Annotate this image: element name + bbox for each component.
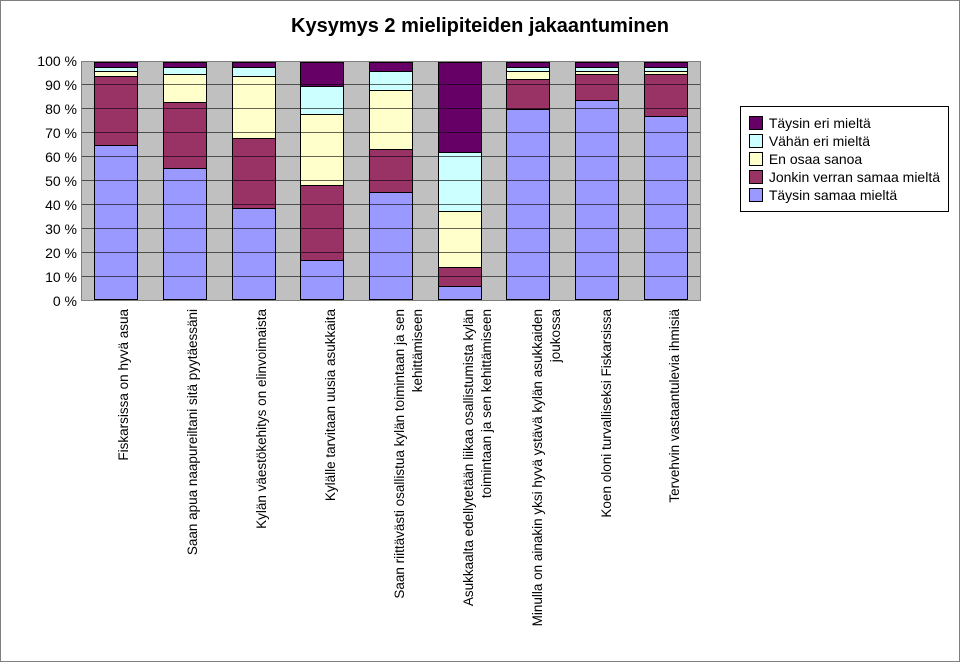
y-tick-label: 0 % [19, 293, 77, 309]
bar-segment [439, 268, 481, 287]
bar-segment [233, 139, 275, 210]
legend-swatch [749, 188, 763, 202]
y-tick-label: 70 % [19, 125, 77, 141]
bar-segment [507, 110, 549, 299]
bar-segment [370, 72, 412, 91]
grid-line [82, 108, 700, 109]
legend-label: Jonkin verran samaa mieltä [769, 169, 940, 185]
grid-line [82, 228, 700, 229]
bar-segment [370, 91, 412, 150]
legend-item: Vähän eri mieltä [749, 133, 940, 149]
legend-label: Täysin samaa mieltä [769, 187, 897, 203]
x-tick-label: Asukkaalta edellytetään liikaa osallistu… [438, 307, 482, 657]
grid-line [82, 84, 700, 85]
bar [300, 62, 344, 300]
bars-group [82, 62, 700, 300]
bar-segment [439, 287, 481, 299]
legend-label: Vähän eri mieltä [769, 133, 870, 149]
legend-swatch [749, 152, 763, 166]
legend-swatch [749, 116, 763, 130]
grid-line [82, 156, 700, 157]
x-tick-label: Saan apua naapureiltani sitä pyytäessäni [162, 307, 206, 657]
y-tick-label: 60 % [19, 149, 77, 165]
chart-container: Kysymys 2 mielipiteiden jakaantuminen 0 … [0, 0, 960, 662]
bar-segment [233, 68, 275, 77]
bar [575, 62, 619, 300]
bar-segment [164, 75, 206, 103]
y-tick-label: 90 % [19, 77, 77, 93]
x-tick-label: Saan riittävästi osallistua kylän toimin… [369, 307, 413, 657]
plot-area [81, 61, 701, 301]
bar-segment [645, 117, 687, 299]
legend-swatch [749, 170, 763, 184]
y-tick-label: 40 % [19, 197, 77, 213]
bar [163, 62, 207, 300]
bar [644, 62, 688, 300]
bar-segment [576, 75, 618, 101]
bar [369, 62, 413, 300]
bar [232, 62, 276, 300]
bar [438, 62, 482, 300]
x-tick-label: Kylän väestökehitys on elinvoimaista [231, 307, 275, 657]
bar-segment [370, 63, 412, 72]
bar-segment [301, 115, 343, 186]
legend-item: Täysin samaa mieltä [749, 187, 940, 203]
legend-item: Jonkin verran samaa mieltä [749, 169, 940, 185]
y-tick-label: 50 % [19, 173, 77, 189]
bar-segment [95, 77, 137, 145]
x-axis-labels: Fiskarsissa on hyvä asua Saan apua naapur… [81, 307, 701, 657]
bar-segment [645, 75, 687, 117]
bar [506, 62, 550, 300]
bar-segment [301, 87, 343, 115]
y-tick-label: 10 % [19, 269, 77, 285]
y-tick-label: 30 % [19, 221, 77, 237]
y-tick-label: 100 % [19, 53, 77, 69]
bar-segment [439, 212, 481, 269]
x-tick-label: Kylälle tarvitaan uusia asukkaita [300, 307, 344, 657]
bar-segment [164, 103, 206, 169]
legend-item: En osaa sanoa [749, 151, 940, 167]
chart-title: Kysymys 2 mielipiteiden jakaantuminen [1, 15, 959, 38]
grid-line [82, 132, 700, 133]
x-tick-label: Minulla on ainakin yksi hyvä ystävä kylä… [507, 307, 551, 657]
grid-line [82, 276, 700, 277]
y-tick-label: 20 % [19, 245, 77, 261]
bar-segment [370, 193, 412, 299]
legend-label: En osaa sanoa [769, 151, 862, 167]
y-tick-label: 80 % [19, 101, 77, 117]
grid-line [82, 180, 700, 181]
legend: Täysin eri mieltä Vähän eri mieltä En osaa… [740, 106, 949, 212]
bar-segment [301, 186, 343, 262]
legend-label: Täysin eri mieltä [769, 115, 871, 131]
bar-segment [233, 209, 275, 299]
bar-segment [576, 101, 618, 299]
y-axis-labels: 0 %10 %20 %30 %40 %50 %60 %70 %80 %90 %1… [19, 61, 77, 301]
bar [94, 62, 138, 300]
bar-segment [164, 169, 206, 299]
legend-swatch [749, 134, 763, 148]
bar-segment [370, 150, 412, 192]
bar-segment [301, 261, 343, 299]
bar-segment [507, 72, 549, 79]
legend-item: Täysin eri mieltä [749, 115, 940, 131]
grid-line [82, 252, 700, 253]
bar-segment [164, 68, 206, 75]
x-tick-label: Koen oloni turvalliseksi Fiskarsissa [576, 307, 620, 657]
grid-line [82, 204, 700, 205]
x-tick-label: Tervehvin vastaantulevia ihmisiä [644, 307, 688, 657]
x-tick-label: Fiskarsissa on hyvä asua [93, 307, 137, 657]
